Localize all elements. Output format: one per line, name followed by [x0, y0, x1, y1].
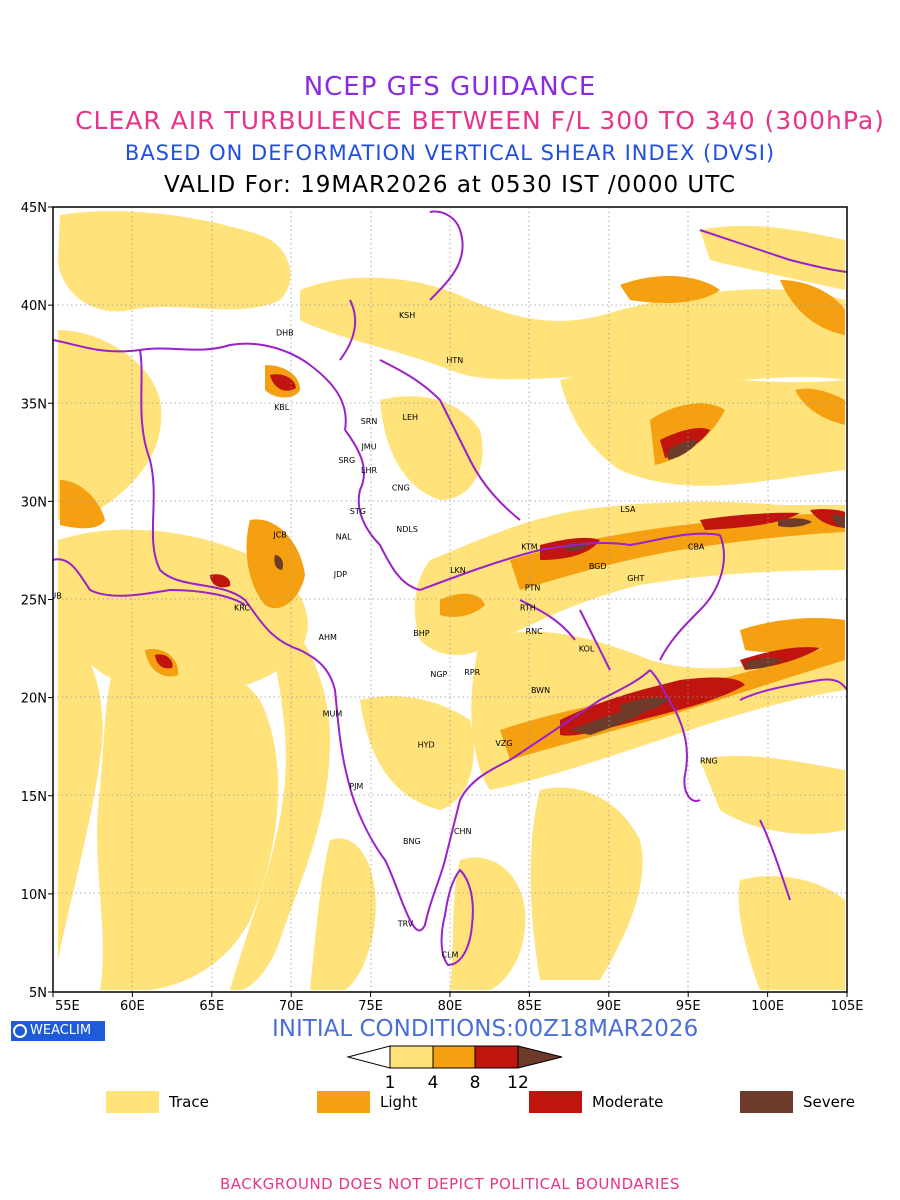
lat-tick-label: 5N: [29, 986, 47, 1001]
legend-swatch: [317, 1091, 370, 1113]
legend-severe: Severe: [740, 1091, 855, 1113]
lat-tick-label: 10N: [21, 888, 47, 903]
colorbar-tick: 1: [385, 1073, 396, 1093]
city-label: CLM: [442, 951, 459, 960]
lat-tick-label: 30N: [21, 495, 47, 510]
lon-tick-label: 55E: [55, 999, 80, 1014]
city-label: BWN: [531, 686, 550, 695]
latitude-ticks: 45N 40N 35N 30N 25N 20N 15N 10N 5N: [21, 201, 53, 1001]
city-label: TRV: [397, 919, 414, 928]
lat-tick-label: 15N: [21, 790, 47, 805]
legend-label: Severe: [803, 1093, 855, 1111]
city-label: DHB: [276, 329, 294, 338]
legend-light: Light: [317, 1091, 417, 1113]
lon-tick-label: 60E: [120, 999, 145, 1014]
city-label: RNC: [526, 627, 544, 636]
lat-tick-label: 40N: [21, 299, 47, 314]
city-label: KRC: [234, 603, 250, 612]
colorbar-segment-trace: [389, 1045, 434, 1069]
lon-tick-label: 75E: [358, 999, 383, 1014]
city-label: NAL: [336, 533, 352, 542]
colorbar-segment-moderate: [474, 1045, 519, 1069]
lat-tick-label: 45N: [21, 201, 47, 216]
city-label: PTN: [525, 584, 541, 593]
city-label: NDLS: [396, 525, 418, 534]
city-label: LSA: [620, 505, 636, 514]
lat-tick-label: 35N: [21, 397, 47, 412]
city-label: JMU: [360, 442, 376, 451]
colorbar-segment-light: [432, 1045, 476, 1069]
map-area: KSH DHB HTN KBL SRN LEH JMU SRG LHR CNG LSA STG JCB N…: [44, 207, 847, 992]
city-label: AHM: [319, 633, 337, 642]
title-line-2: CLEAR AIR TURBULENCE BETWEEN F/L 300 TO …: [75, 106, 885, 135]
weaclim-badge: WEACLIM: [11, 1021, 105, 1041]
city-label: VZG: [495, 739, 512, 748]
city-label: MUM: [323, 709, 343, 718]
city-label: RPR: [464, 668, 480, 677]
city-label: HTN: [446, 356, 463, 365]
city-label: BGD: [589, 562, 607, 571]
colorbar-low-arrow: [346, 1045, 391, 1069]
weaclim-label: WEACLIM: [30, 1023, 92, 1038]
lon-tick-label: 95E: [676, 999, 701, 1014]
city-label: NGP: [430, 670, 447, 679]
city-label: HYD: [418, 741, 435, 750]
city-label: KSH: [399, 311, 415, 320]
lon-tick-label: 85E: [517, 999, 542, 1014]
city-label: SRG: [338, 456, 355, 465]
colorbar-tick: 8: [470, 1073, 481, 1093]
initial-conditions: INITIAL CONDITIONS:00Z18MAR2026: [272, 1016, 699, 1042]
lon-tick-label: 90E: [596, 999, 621, 1014]
city-label: KTM: [521, 543, 538, 552]
colorbar-tick: 4: [428, 1073, 439, 1093]
legend-label: Moderate: [592, 1093, 664, 1111]
colorbar: 1 4 8 12: [346, 1045, 563, 1093]
legend-label: Trace: [169, 1093, 209, 1111]
legend-swatch: [106, 1091, 159, 1113]
legend-swatch: [529, 1091, 582, 1113]
lon-tick-label: 105E: [830, 999, 863, 1014]
title-line-1: NCEP GFS GUIDANCE: [303, 72, 597, 102]
lon-tick-label: 80E: [438, 999, 463, 1014]
colorbar-high-arrow: [517, 1045, 563, 1069]
city-label: LHR: [361, 466, 377, 475]
city-label: RTH: [520, 603, 536, 612]
city-label: STG: [350, 507, 366, 516]
city-label: CNG: [392, 484, 410, 493]
city-label: JCB: [272, 531, 286, 540]
legend-trace: Trace: [106, 1091, 209, 1113]
city-label: CHN: [454, 827, 472, 836]
longitude-ticks: 55E 60E 65E 70E 75E 80E 85E 90E 95E 100E 105E: [52, 992, 864, 1014]
colorbar-tick: 12: [507, 1073, 529, 1093]
lat-tick-label: 20N: [21, 692, 47, 707]
city-label: JDP: [333, 570, 348, 579]
lon-tick-label: 65E: [199, 999, 224, 1014]
city-label: BHP: [413, 629, 430, 638]
footer-disclaimer: BACKGROUND DOES NOT DEPICT POLITICAL BOU…: [220, 1175, 680, 1193]
city-label: PJM: [349, 782, 363, 791]
legend-moderate: Moderate: [529, 1091, 663, 1113]
boundaries: [53, 210, 847, 966]
city-label: LKN: [450, 566, 466, 575]
city-label: RNG: [700, 756, 718, 765]
city-label: LEH: [403, 413, 419, 422]
legend-label: Light: [380, 1093, 418, 1111]
city-labels: KSH DHB HTN KBL SRN LEH JMU SRG LHR CNG LSA STG JCB N…: [44, 311, 718, 960]
city-label: DUB: [44, 592, 62, 601]
city-label: BNG: [403, 837, 421, 846]
lon-tick-label: 100E: [751, 999, 784, 1014]
city-label: SRN: [361, 417, 378, 426]
city-label: KOL: [579, 645, 595, 654]
legend-swatch: [740, 1091, 793, 1113]
city-label: GHT: [627, 574, 644, 583]
lat-tick-label: 25N: [21, 594, 47, 609]
grid: [53, 207, 847, 992]
weaclim-logo-icon: [13, 1024, 27, 1038]
valid-time: VALID For: 19MAR2026 at 0530 IST /0000 U…: [163, 172, 737, 198]
lon-tick-label: 70E: [279, 999, 304, 1014]
city-label: CBA: [688, 543, 705, 552]
city-label: KBL: [274, 403, 290, 412]
title-line-3: BASED ON DEFORMATION VERTICAL SHEAR INDE…: [124, 141, 776, 165]
